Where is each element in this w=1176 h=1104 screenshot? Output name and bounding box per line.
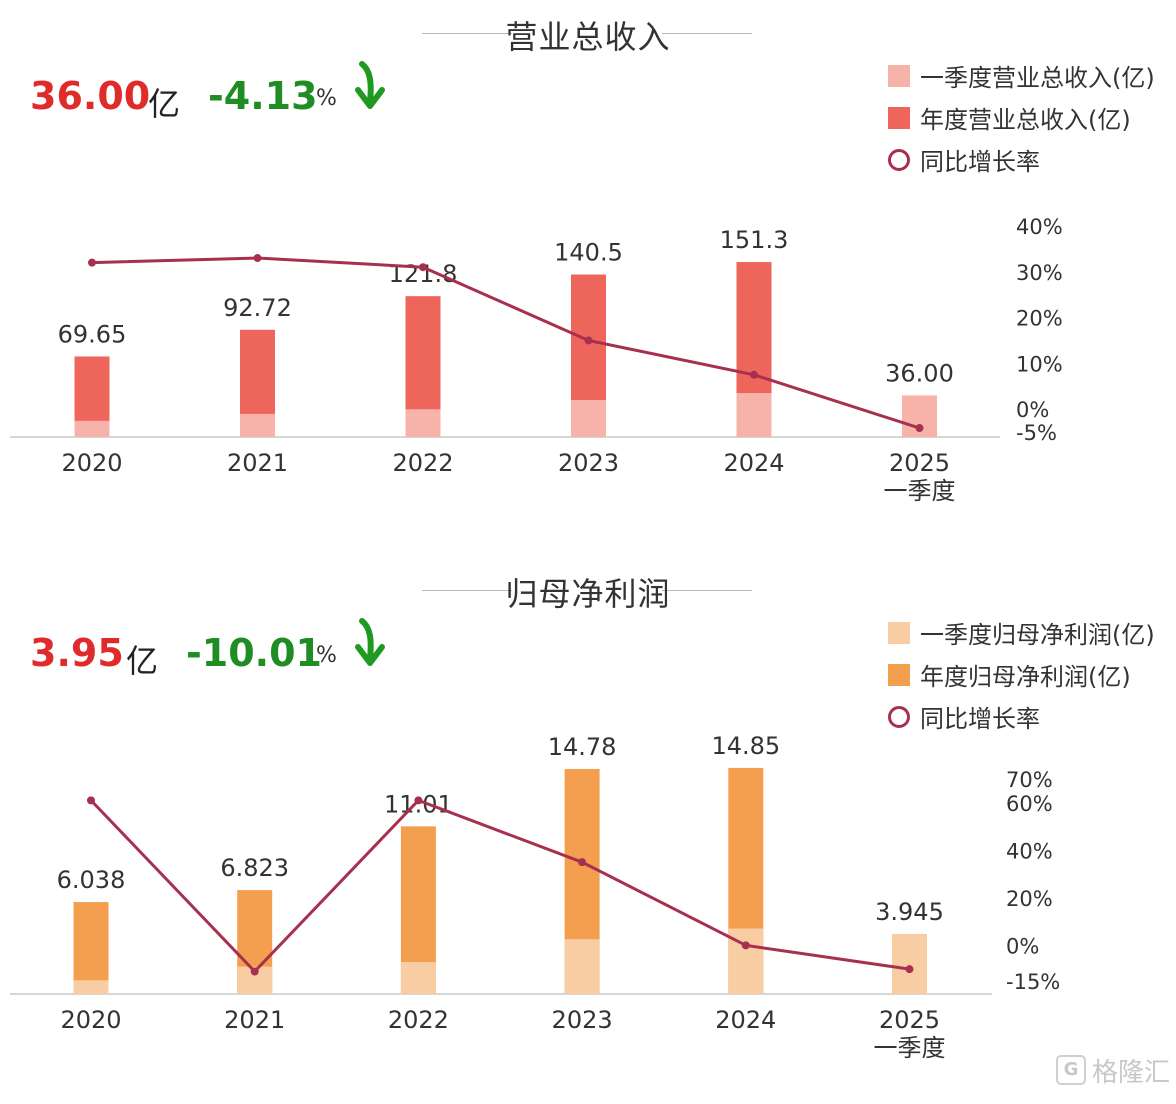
x-tick-label: 2023 (558, 449, 619, 477)
y2-tick-label: 20% (1016, 307, 1063, 331)
kpi-unit: 亿 (148, 85, 181, 123)
legend-label-growth: 同比增长率 (920, 705, 1040, 733)
legend-label-q1: 一季度归母净利润(亿) (920, 621, 1155, 649)
growth-point (250, 967, 259, 976)
bar-value-label: 69.65 (58, 320, 127, 348)
y2-tick-label: 30% (1016, 261, 1063, 285)
x-tick-label: 一季度 (874, 1034, 946, 1062)
x-tick-label: 2023 (552, 1006, 613, 1034)
y2-tick-label: 10% (1016, 352, 1063, 376)
y2-tick-label: 40% (1016, 215, 1063, 239)
y2-tick-label: 60% (1006, 792, 1053, 816)
revenue-chart: 69.65202092.722021121.82022140.52023151.… (10, 215, 1063, 505)
bar-q1 (571, 400, 606, 437)
y2-tick-label: 20% (1006, 887, 1053, 911)
growth-point (584, 336, 593, 345)
growth-point (578, 858, 587, 867)
kpi-percent-sign: % (316, 86, 337, 111)
growth-point (253, 254, 262, 263)
bar-annual (73, 902, 109, 994)
kpi-value: 36.00 (30, 74, 151, 118)
growth-point (905, 965, 914, 974)
legend-swatch-q1 (888, 65, 910, 87)
growth-point (419, 263, 427, 272)
legend-swatch-annual (888, 107, 910, 129)
bar-value-label: 6.038 (57, 866, 126, 894)
bar-value-label: 92.72 (223, 294, 292, 322)
logo-icon: G (1056, 1055, 1086, 1085)
growth-point (88, 258, 96, 267)
x-tick-label: 2021 (224, 1006, 285, 1034)
x-tick-label: 2025 (879, 1006, 940, 1034)
bar-value-label: 36.00 (885, 359, 954, 387)
x-tick-label: 2022 (392, 449, 453, 477)
kpi-change: -4.13 (208, 74, 318, 118)
x-tick-label: 2024 (723, 449, 784, 477)
x-tick-label: 一季度 (884, 477, 956, 505)
growth-line (91, 256, 920, 430)
bar-value-label: 14.85 (711, 732, 780, 760)
watermark-text: 格隆汇 (1092, 1058, 1171, 1088)
legend-label-annual: 年度归母净利润(亿) (920, 663, 1131, 691)
y2-tick-label: 70% (1006, 768, 1053, 792)
bar-value-label: 3.945 (875, 898, 944, 926)
chart-title: 营业总收入 (505, 18, 671, 56)
bar-q1 (564, 939, 600, 994)
watermark-logo: G 格隆汇 (1056, 1052, 1171, 1088)
x-tick-label: 2025 (889, 449, 950, 477)
bar-q1 (73, 980, 109, 994)
y2-tick-label: 0% (1006, 934, 1039, 958)
chart-title: 归母净利润 (505, 575, 671, 613)
bar-q1 (240, 413, 275, 437)
kpi-change: -10.01 (186, 631, 322, 675)
down-arrow-icon (355, 61, 385, 109)
kpi-unit: 亿 (126, 642, 159, 680)
x-tick-label: 2024 (715, 1006, 776, 1034)
y2-tick-label: -5% (1016, 421, 1057, 445)
bar-q1 (400, 962, 436, 994)
revenue-panel: 营业总收入 36.00 亿 -4.13 % 一季度营业总收入(亿) 年度营业总收… (0, 0, 1176, 547)
legend-swatch-annual (888, 664, 910, 686)
growth-line (89, 798, 910, 974)
growth-point (741, 941, 750, 950)
growth-point (750, 370, 758, 379)
y2-tick-label: 40% (1006, 839, 1053, 863)
down-arrow-icon (355, 618, 385, 666)
bar-value-label: 14.78 (548, 733, 617, 761)
growth-point (87, 796, 95, 805)
legend-label-growth: 同比增长率 (920, 148, 1040, 176)
x-tick-label: 2021 (227, 449, 288, 477)
x-tick-label: 2022 (388, 1006, 449, 1034)
y2-tick-label: 0% (1016, 398, 1049, 422)
title-divider-left (422, 33, 512, 34)
x-tick-label: 2020 (61, 449, 122, 477)
bar-q1 (736, 393, 772, 437)
profit-chart: 6.03820206.823202111.01202214.78202314.8… (10, 732, 1060, 1062)
bar-value-label: 151.3 (720, 226, 789, 254)
legend-label-annual: 年度营业总收入(亿) (920, 106, 1131, 134)
chart-title-bar: 归母净利润 (0, 569, 1176, 613)
title-divider-left (422, 590, 512, 591)
bar-q1 (74, 420, 110, 437)
profit-panel: 归母净利润 3.95 亿 -10.01 % 一季度归母净利润(亿) 年度归母净利… (0, 557, 1176, 1104)
growth-point (915, 424, 924, 433)
chart-title-bar: 营业总收入 (0, 12, 1176, 56)
bar-value-label: 6.823 (220, 854, 289, 882)
kpi-value: 3.95 (30, 631, 124, 675)
legend-swatch-q1 (888, 622, 910, 644)
title-divider-right (662, 590, 752, 591)
y2-tick-label: -15% (1006, 970, 1060, 994)
growth-point (414, 796, 423, 805)
bar-q1 (892, 933, 927, 994)
kpi-percent-sign: % (316, 643, 337, 668)
legend-marker-growth (888, 149, 910, 171)
legend-marker-growth (888, 706, 910, 728)
x-tick-label: 2020 (60, 1006, 121, 1034)
bar-value-label: 140.5 (554, 239, 623, 267)
title-divider-right (662, 33, 752, 34)
legend-label-q1: 一季度营业总收入(亿) (920, 64, 1155, 92)
bar-q1 (405, 409, 441, 437)
